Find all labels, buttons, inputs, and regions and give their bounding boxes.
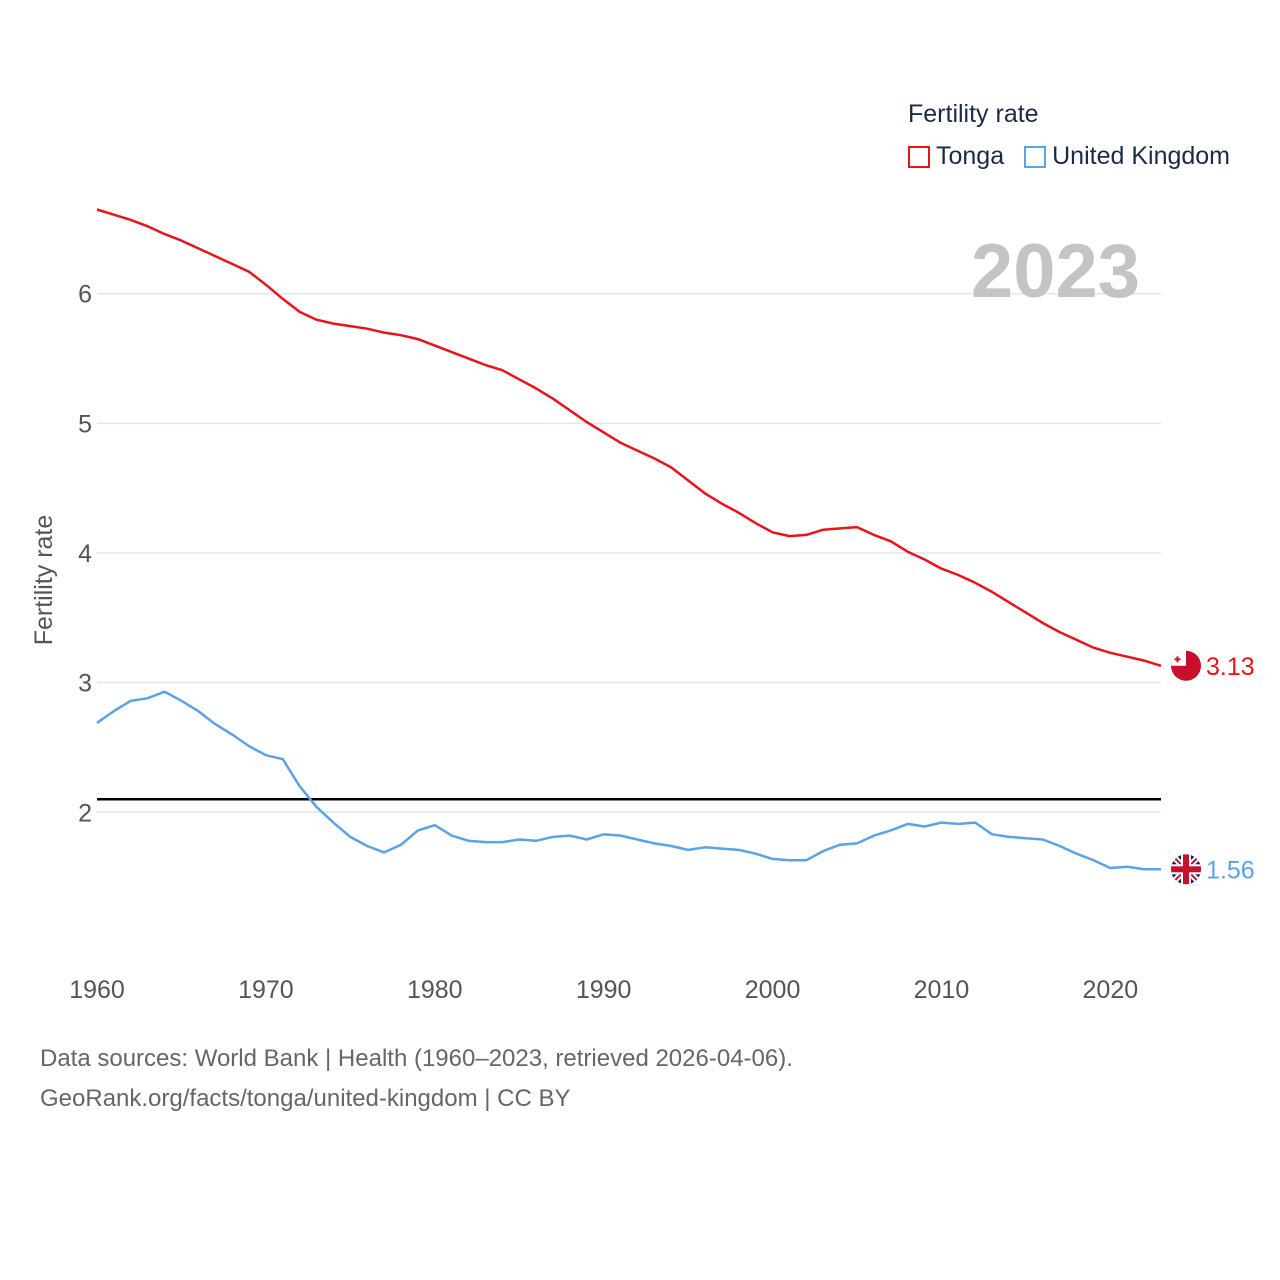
y-axis-ticks: 2 3 4 5 6: [78, 281, 92, 828]
flag-icon-tonga: [1171, 650, 1201, 681]
legend-title: Fertility rate: [908, 100, 1039, 128]
x-tick-label: 1960: [69, 976, 125, 1004]
x-tick-label: 1970: [238, 976, 294, 1004]
series-end-markers: 3.13 1.56: [1171, 650, 1255, 885]
series: [96, 208, 1162, 871]
y-tick-label: 2: [78, 799, 92, 827]
x-tick-label: 1990: [576, 976, 632, 1004]
gridlines: [97, 292, 1161, 814]
y-tick-label: 4: [78, 540, 92, 568]
y-tick-label: 3: [78, 670, 92, 698]
x-tick-label: 2010: [914, 976, 970, 1004]
x-tick-label: 1980: [407, 976, 463, 1004]
legend-item-united-kingdom[interactable]: United Kingdom: [1024, 142, 1230, 171]
y-axis-label: Fertility rate: [30, 515, 58, 646]
legend-label-tonga: Tonga: [936, 142, 1005, 170]
series-line-united-kingdom[interactable]: [96, 690, 1161, 871]
y-tick-label: 6: [78, 281, 92, 309]
legend-swatch-tonga: [908, 145, 930, 168]
legend-item-tonga[interactable]: Tonga: [908, 142, 1004, 171]
legend: Tonga United Kingdom: [908, 142, 1250, 171]
end-value-label-united-kingdom: 1.56: [1206, 856, 1255, 884]
x-tick-label: 2000: [745, 976, 801, 1004]
x-axis-ticks: 1960 1970 1980 1990 2000 2010 2020: [69, 976, 1138, 1004]
end-value-label-tonga: 3.13: [1206, 653, 1255, 681]
line-chart: 2 3 4 5 6 1960 1970 1980 1990 2000 2010 2020 Ferti…: [30, 208, 1255, 1004]
data-sources-text: Data sources: World Bank | Health (1960–…: [40, 1045, 793, 1072]
y-tick-label: 5: [78, 410, 92, 438]
legend-swatch-united-kingdom: [1024, 145, 1047, 168]
legend-label-united-kingdom: United Kingdom: [1052, 142, 1231, 170]
series-line-tonga[interactable]: [96, 208, 1162, 667]
x-tick-label: 2020: [1083, 976, 1139, 1004]
attribution-text: GeoRank.org/facts/tonga/united-kingdom |…: [40, 1085, 571, 1112]
current-year-label: 2023: [970, 229, 1140, 314]
flag-icon-united-kingdom: [1171, 854, 1201, 885]
